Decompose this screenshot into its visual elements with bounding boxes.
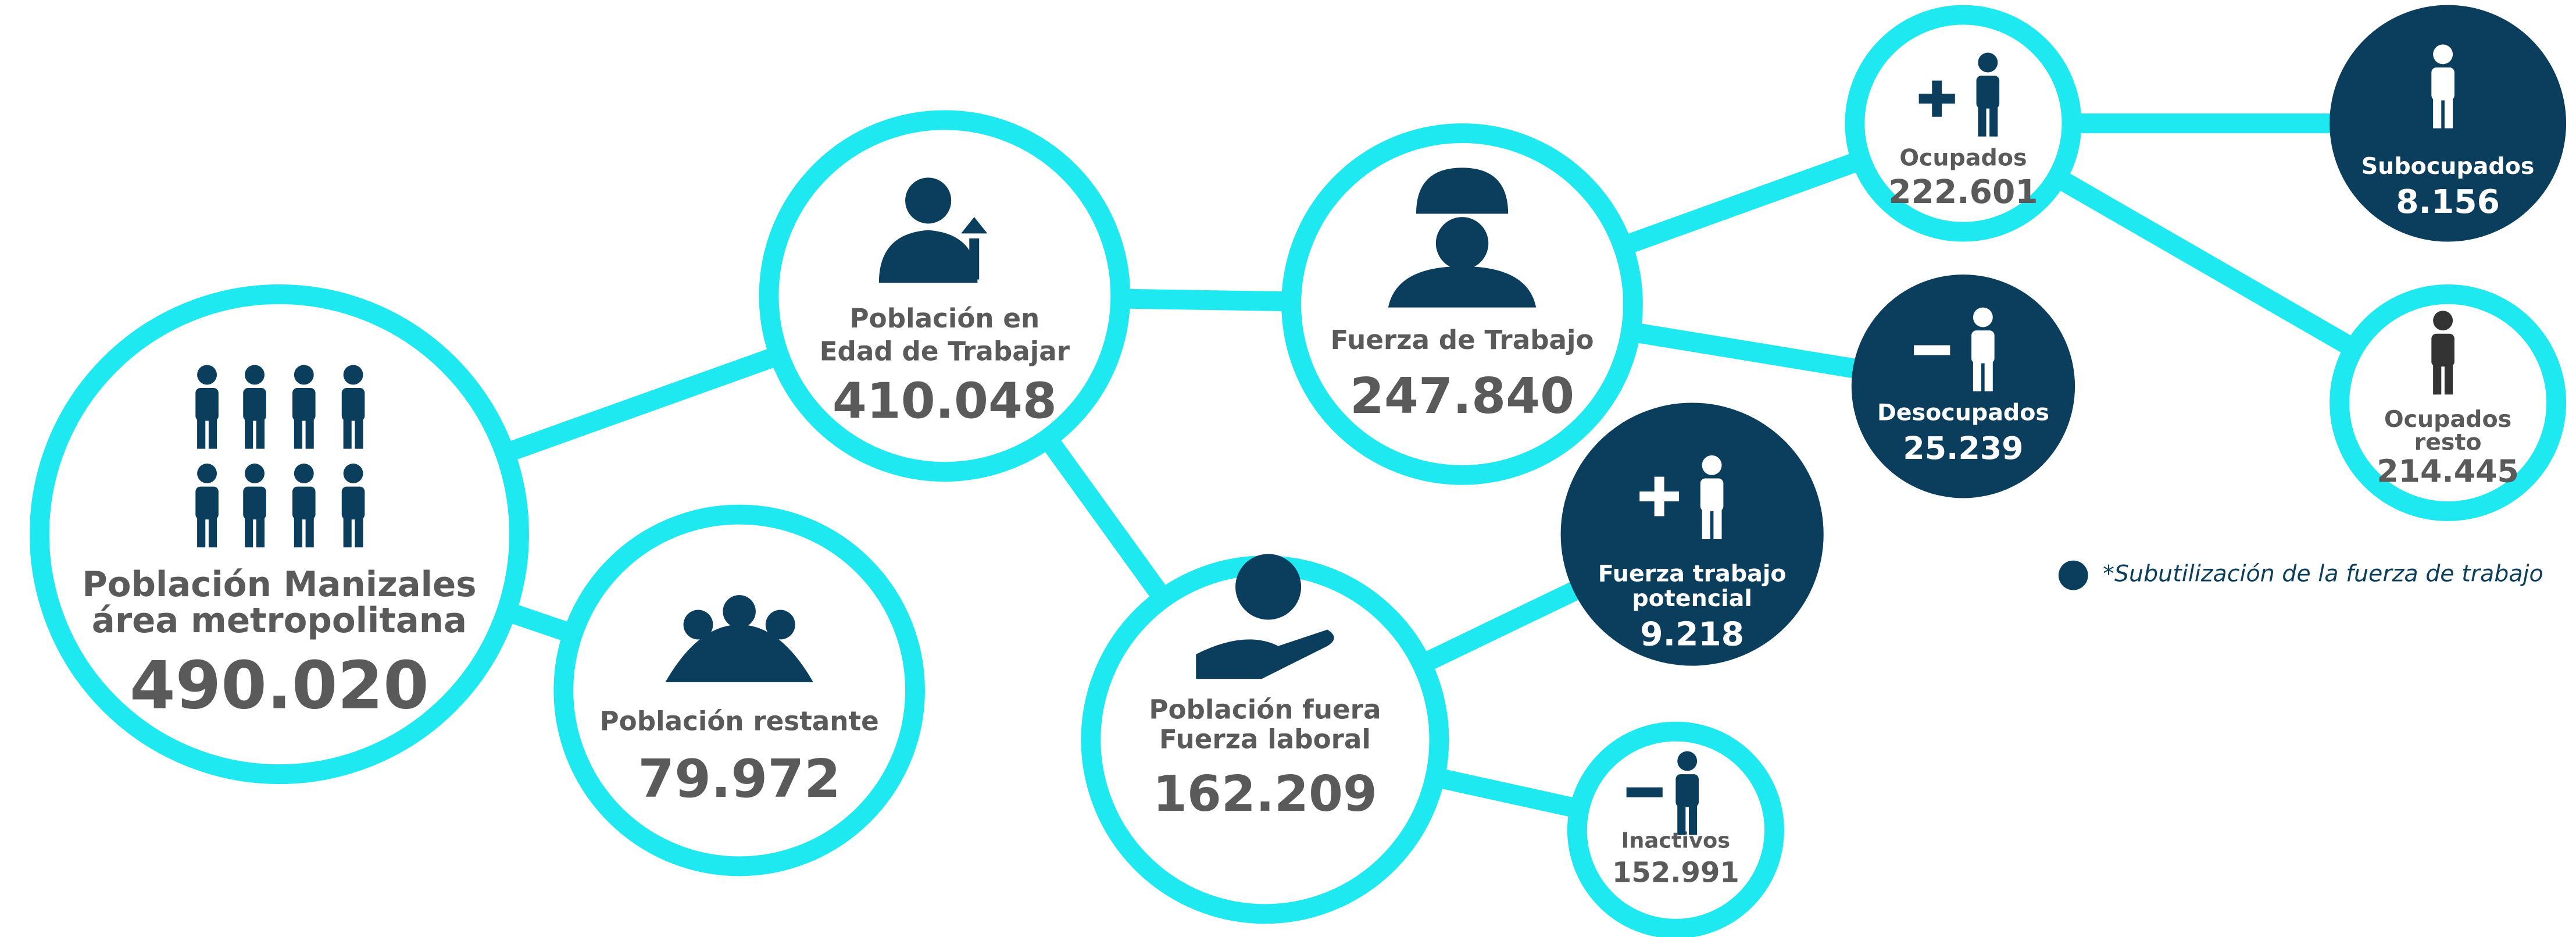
crowd-icon [665, 595, 813, 682]
money-icon [1196, 554, 1334, 679]
node-value: 214.445 [2377, 453, 2519, 490]
node-dark [1560, 402, 1824, 666]
node-label: Población Manizales [82, 564, 476, 604]
node-value: 247.840 [1350, 367, 1574, 425]
node-value: 410.048 [833, 372, 1057, 430]
node [1567, 721, 1784, 937]
node-dark [1851, 275, 2075, 498]
node-value: 9.218 [1640, 615, 1744, 653]
status-icons [1626, 44, 2454, 835]
icons [195, 44, 2454, 835]
node [2330, 284, 2567, 521]
node-label: Subocupados [2361, 153, 2535, 180]
worker-icon [878, 177, 988, 283]
node-label: Edad de Trabajar [820, 336, 1070, 367]
legend-text: *Subutilización de la fuerza de trabajo [2103, 561, 2543, 587]
node-label: Fuerza laboral [1159, 724, 1371, 755]
node-value: 222.601 [1888, 173, 2038, 211]
node [553, 504, 925, 877]
node-value: 490.020 [130, 647, 429, 724]
legend-dot [2058, 560, 2088, 590]
node-value: 8.156 [2396, 183, 2500, 221]
helmet-icon [1388, 168, 1537, 308]
node-value: 79.972 [638, 749, 841, 810]
node-label: Ocupados [1899, 145, 2027, 172]
node-label: Fuerza de Trabajo [1330, 325, 1594, 355]
node-value: 25.239 [1903, 430, 2023, 466]
node-label: Ocupados [2384, 406, 2511, 433]
node-value: 152.991 [1612, 856, 1739, 889]
node-label: resto [2414, 429, 2482, 456]
node-label: área metropolitana [92, 600, 467, 640]
node-label: Desocupados [1877, 400, 2049, 426]
node-label: Población en [850, 303, 1040, 334]
node [759, 110, 1131, 482]
node-label: Población fuera [1149, 694, 1381, 725]
node [29, 284, 529, 785]
node-value: 162.209 [1153, 765, 1377, 822]
node-label: Inactivos [1621, 828, 1731, 853]
node-label: Población restante [600, 706, 879, 737]
node [1845, 5, 2082, 242]
node-label: potencial [1632, 585, 1752, 612]
node-label: Fuerza trabajo [1598, 561, 1787, 587]
